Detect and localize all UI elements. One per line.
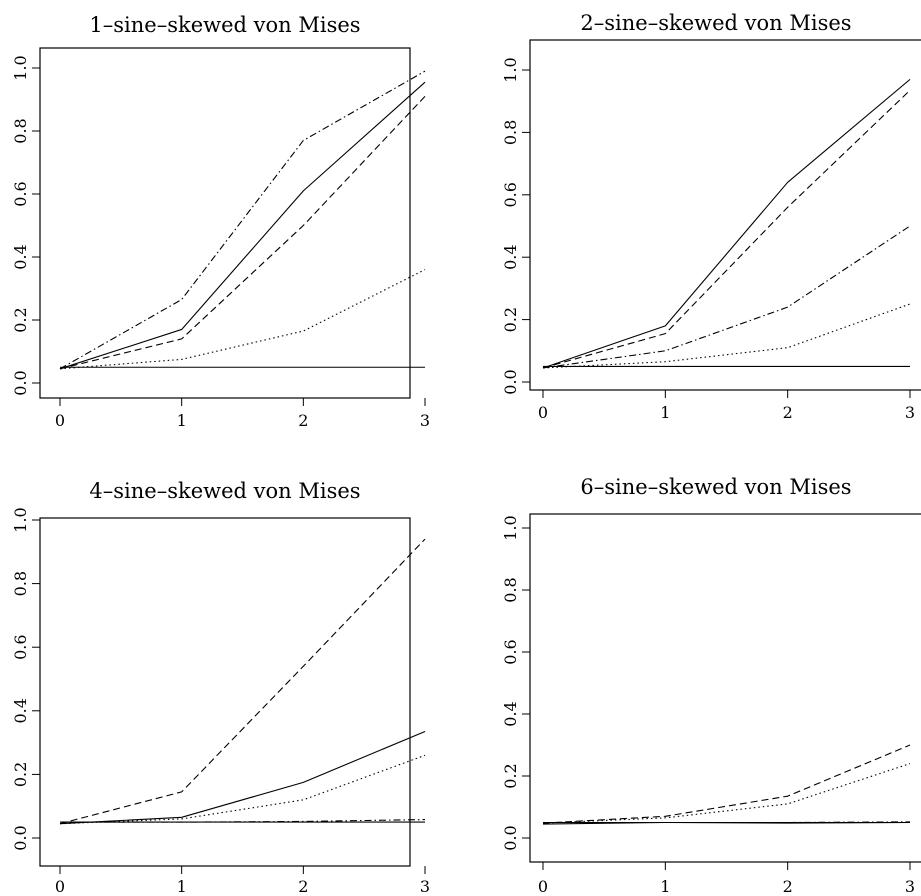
x-tick-label: 1 xyxy=(177,411,187,430)
x-tick-label: 2 xyxy=(298,877,308,896)
x-tick-label: 3 xyxy=(420,411,430,430)
x-tick-label: 0 xyxy=(55,877,65,896)
plot-frame xyxy=(39,47,411,399)
y-tick-label: 0.8 xyxy=(11,571,30,596)
y-tick-label: 0.8 xyxy=(501,120,520,145)
panel-title: 2–sine–skewed von Mises xyxy=(580,11,851,35)
y-tick-label: 0.0 xyxy=(11,370,30,395)
y-tick-label: 0.4 xyxy=(501,244,520,269)
y-tick-label: 0.8 xyxy=(501,577,520,602)
series-line-4-dotted xyxy=(59,269,426,370)
y-tick-label: 1.0 xyxy=(501,57,520,82)
x-tick-label: 3 xyxy=(905,877,915,896)
x-tick-label: 2 xyxy=(783,877,793,896)
y-tick-label: 0.6 xyxy=(501,182,520,207)
x-tick-label: 1 xyxy=(660,403,670,422)
series-line-2-solid xyxy=(59,81,426,370)
x-tick-label: 0 xyxy=(538,877,548,896)
series-line-5-dash-dot xyxy=(59,70,426,370)
y-tick-label: 0.2 xyxy=(501,763,520,788)
plot-frame xyxy=(39,517,411,867)
y-tick-label: 0.4 xyxy=(501,701,520,726)
panel-title: 1–sine–skewed von Mises xyxy=(89,13,360,37)
y-tick-label: 0.6 xyxy=(501,639,520,664)
plot-frame xyxy=(529,513,921,863)
y-tick-label: 0.8 xyxy=(11,118,30,143)
series-line-4-dotted xyxy=(59,754,426,825)
y-tick-label: 1.0 xyxy=(501,515,520,540)
series-line-5-dash-dot xyxy=(543,821,911,824)
x-tick-label: 2 xyxy=(298,411,308,430)
x-tick-label: 3 xyxy=(905,403,915,422)
series-line-2-solid xyxy=(542,78,911,369)
x-tick-label: 1 xyxy=(177,877,187,896)
series-line-5-dash-dot xyxy=(60,819,426,823)
y-tick-label: 0.6 xyxy=(11,634,30,659)
y-tick-label: 0.6 xyxy=(11,181,30,206)
y-tick-label: 0.0 xyxy=(11,825,30,850)
y-tick-label: 0.2 xyxy=(11,762,30,787)
series-line-3-solid xyxy=(59,730,426,825)
panel-4: 6–sine–skewed von Mises 0 1 2 3 0.0 0.2 0.4 0.6 0… xyxy=(501,475,921,896)
series-line-3-dashed xyxy=(542,89,911,369)
panel-3: 4–sine–skewed von Mises 0 1 2 3 0.0 0.2 0.4 0.6 0… xyxy=(11,479,430,896)
panel-title: 4–sine–skewed von Mises xyxy=(89,479,360,503)
series-line-2-dashed xyxy=(59,538,426,825)
x-tick-label: 2 xyxy=(783,403,793,422)
y-tick-label: 0.4 xyxy=(11,698,30,723)
y-tick-label: 0.0 xyxy=(501,825,520,850)
series-line-3-dotted xyxy=(542,763,911,824)
series-line-5-dotted xyxy=(542,303,911,369)
plot-frame xyxy=(529,39,921,391)
series-line-4-dash-dot xyxy=(542,225,911,369)
series-line-4-solid xyxy=(542,821,911,825)
panel-2: 2–sine–skewed von Mises 0 1 2 3 0.0 0.2 0.4 0.6 0… xyxy=(501,11,921,422)
series-line-3-dashed xyxy=(59,95,426,370)
y-tick-label: 1.0 xyxy=(11,507,30,532)
y-tick-label: 0.2 xyxy=(501,307,520,332)
x-tick-label: 0 xyxy=(538,403,548,422)
x-tick-label: 3 xyxy=(420,877,430,896)
y-tick-label: 0.0 xyxy=(501,369,520,394)
panel-1: 1–sine–skewed von Mises 0 1 2 3 0.0 0.2 0.4 0.6 0… xyxy=(11,13,430,430)
series-line-2-dashed xyxy=(542,744,911,824)
x-tick-label: 0 xyxy=(55,411,65,430)
x-tick-label: 1 xyxy=(660,877,670,896)
y-tick-label: 1.0 xyxy=(11,55,30,80)
y-tick-label: 0.2 xyxy=(11,307,30,332)
panel-title: 6–sine–skewed von Mises xyxy=(580,475,851,499)
y-tick-label: 0.4 xyxy=(11,244,30,269)
